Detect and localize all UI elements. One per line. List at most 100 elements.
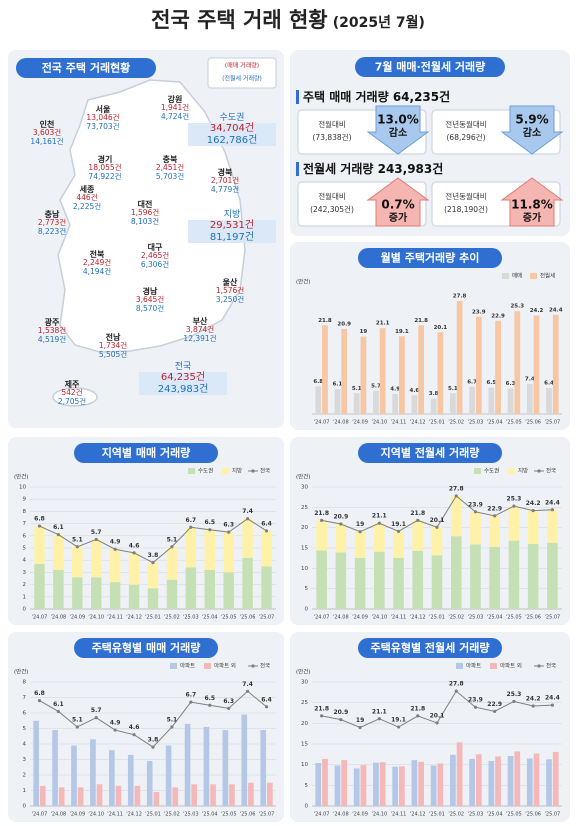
line-label: 24.2: [526, 695, 541, 702]
line-point: [151, 745, 155, 749]
region-sales: 1,538건: [37, 326, 67, 336]
bar-segment: [412, 520, 424, 551]
line-label: 6.7: [186, 692, 197, 699]
line-label: 21.8: [314, 510, 329, 517]
page-title: 전국 주택 거래 현황: [151, 8, 328, 32]
region-name: 대구: [147, 243, 163, 252]
line-point: [320, 518, 324, 522]
line-point: [512, 504, 516, 508]
bar: [184, 723, 191, 806]
summary-title: 7월 매매·전월세 거래량: [375, 60, 486, 74]
x-tick-label: '25.02: [164, 812, 180, 818]
legend-label: 전국: [546, 662, 556, 670]
line-point: [113, 547, 117, 551]
y-tick-label: 1: [23, 788, 27, 794]
bar: [495, 320, 501, 414]
bar-segment: [527, 510, 539, 544]
bar-segment: [185, 567, 197, 609]
bar: [430, 765, 437, 806]
x-tick-label: '25.06: [240, 812, 256, 818]
line-label: 5.7: [91, 707, 102, 714]
bar-segment: [431, 527, 443, 556]
x-tick-label: '24.07: [32, 615, 48, 621]
line-point: [189, 700, 193, 704]
x-tick-label: '24.08: [333, 615, 349, 621]
legend-swatch: [530, 273, 537, 279]
legend-swatch: [508, 468, 515, 474]
compare-basis: 전월대비: [318, 191, 346, 201]
line-label: 6.8: [34, 516, 45, 523]
unit-label: (만건): [14, 473, 28, 481]
bar-segment: [204, 569, 215, 609]
line-label: 4.6: [129, 542, 140, 549]
bar: [322, 758, 328, 806]
total-name: 전국: [174, 362, 192, 372]
bar: [488, 760, 495, 806]
y-tick-label: 2: [23, 773, 27, 779]
legend-marker: [537, 469, 541, 473]
line-label: 6.4: [261, 696, 272, 703]
chart-title: 주택유형별 매매 거래량: [92, 641, 201, 655]
x-tick-label: '24.09: [69, 812, 85, 818]
region-label: 울산 1,576건 3,250건: [190, 278, 270, 304]
x-tick-label: '24.11: [107, 812, 123, 818]
legend-swatch: [502, 273, 509, 279]
y-tick-label: 5: [305, 783, 309, 789]
line-point: [227, 530, 231, 534]
bar-segment: [72, 577, 83, 609]
bar: [514, 751, 521, 806]
legend-label: 아파트: [466, 662, 481, 670]
region-name: 경남: [142, 287, 158, 296]
region-label: 인천 3,603건 14,161건: [7, 120, 87, 146]
x-tick-label: '24.11: [391, 615, 407, 621]
bar-segment: [53, 534, 64, 570]
bar-label: 20.1: [434, 325, 448, 331]
bar: [450, 754, 456, 806]
region-sales: 2,451건: [155, 163, 185, 173]
x-tick-label: '25.01: [429, 812, 445, 818]
bar-label: 21.1: [376, 321, 390, 327]
x-tick-label: '25.03: [183, 812, 199, 818]
bar: [58, 787, 65, 806]
bar: [229, 784, 235, 806]
x-tick-label: '25.04: [487, 420, 503, 426]
line-point: [396, 529, 401, 533]
line-label: 22.9: [487, 505, 502, 512]
line-label: 20.1: [430, 517, 445, 524]
region-rent: 74,922건: [88, 171, 122, 181]
region-rent: 8,223건: [37, 226, 67, 236]
compare-direction: 감소: [523, 127, 541, 139]
bar-label: 23.9: [472, 309, 486, 315]
x-tick-label: '24.08: [333, 812, 349, 818]
bar: [379, 762, 386, 806]
line-point: [550, 703, 554, 707]
region-sales: 1,596건: [130, 208, 160, 218]
page-title-row: 전국 주택 거래 현황 (2025년 7월): [0, 8, 576, 32]
line-point: [435, 721, 439, 725]
y-tick-label: 10: [301, 566, 308, 572]
region-label: 광주 1,538건 4,519건: [12, 318, 92, 344]
x-tick-label: '25.06: [525, 420, 541, 426]
bar-segment: [128, 584, 140, 609]
line-point: [358, 725, 362, 730]
bar: [373, 390, 379, 414]
bar: [533, 753, 540, 806]
bar-label: 22.9: [491, 313, 505, 319]
legend-label: 지방: [232, 467, 242, 475]
line-label: 6.3: [223, 522, 234, 529]
y-tick-label: 8: [23, 680, 27, 686]
bar: [241, 714, 248, 806]
line-point: [493, 709, 497, 713]
total-label: 전국 64,235건 243,983건: [139, 362, 227, 396]
x-tick-label: '24.07: [32, 812, 48, 818]
region-sales: 1,941건: [160, 103, 190, 113]
line-point: [56, 709, 60, 714]
line-point: [264, 529, 269, 533]
region-name: 세종: [79, 185, 95, 194]
compare-rate: 11.8%: [511, 198, 553, 212]
bar-segment: [547, 509, 558, 543]
bar: [526, 758, 533, 806]
